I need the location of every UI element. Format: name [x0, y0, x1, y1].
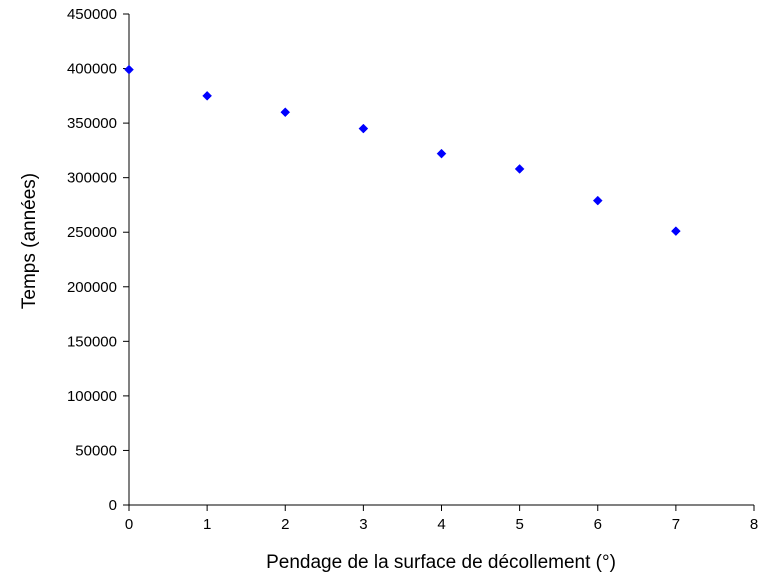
x-tick-label: 0	[125, 516, 133, 533]
y-tick-label: 450000	[67, 6, 117, 23]
x-tick-label: 4	[437, 516, 445, 533]
y-tick-label: 0	[109, 497, 117, 514]
data-point	[202, 90, 212, 101]
y-tick-label: 300000	[67, 170, 117, 187]
data-points	[124, 64, 681, 236]
x-tick-label: 3	[359, 516, 367, 533]
y-tick-label: 350000	[67, 115, 117, 132]
y-tick-label: 200000	[67, 279, 117, 296]
data-point	[124, 64, 134, 75]
data-point	[358, 123, 369, 134]
data-point	[436, 148, 447, 159]
x-tick-label: 2	[281, 516, 289, 533]
x-tick-label: 8	[750, 516, 758, 533]
x-tick-label: 1	[203, 516, 211, 533]
x-tick-label: 5	[515, 516, 523, 533]
data-point	[514, 164, 525, 174]
x-tick-label: 7	[672, 516, 680, 533]
y-tick-label: 400000	[67, 61, 117, 78]
y-tick-label: 250000	[67, 224, 117, 241]
data-point	[592, 195, 603, 206]
x-tick-label: 6	[594, 516, 602, 533]
axes	[128, 14, 754, 506]
y-tick-label: 100000	[67, 388, 117, 405]
data-point	[280, 107, 291, 118]
x-axis-title: Pendage de la surface de décollement (°)	[266, 552, 616, 573]
data-point	[671, 226, 681, 236]
y-tick-label: 50000	[75, 442, 117, 459]
y-tick-label: 150000	[67, 333, 117, 350]
ticks: 0 50000 100000 150000 200000 250000 300000 3500…	[67, 6, 758, 533]
y-axis-title: Temps (années)	[19, 173, 40, 309]
